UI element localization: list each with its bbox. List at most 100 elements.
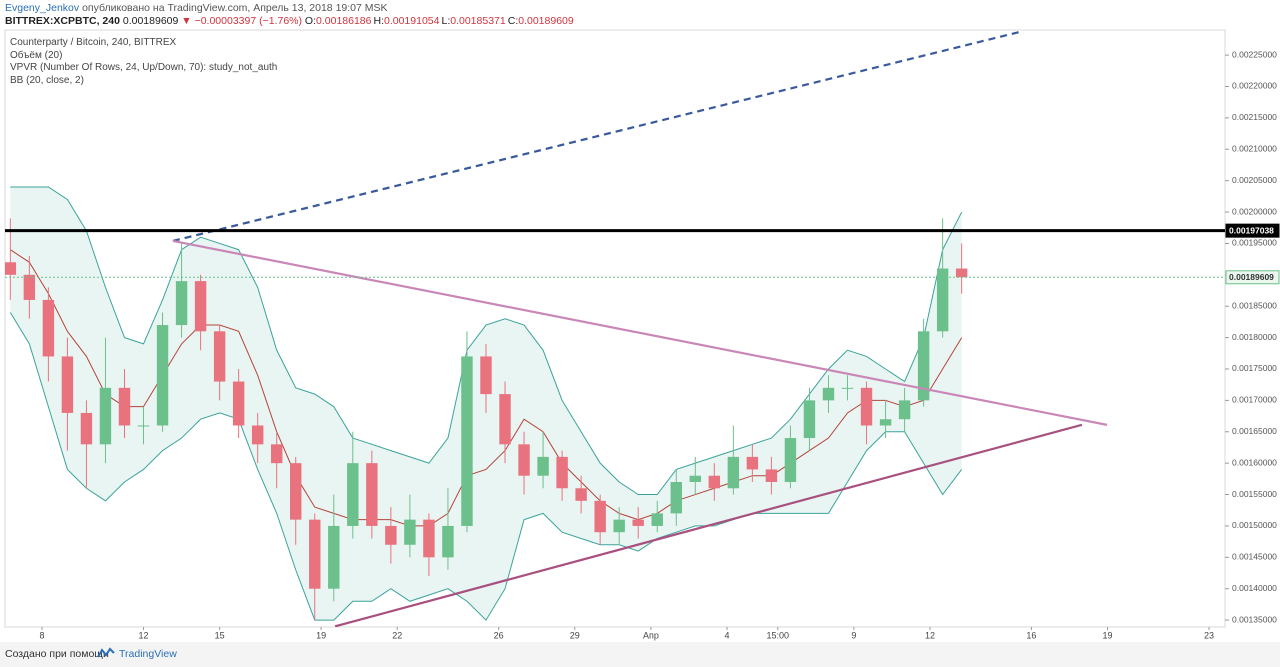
candle-body xyxy=(803,400,816,439)
candle-body xyxy=(575,488,587,501)
ohlc-value: 0.00191054 xyxy=(384,15,440,27)
y-tick-label: 0.00205000 xyxy=(1232,175,1277,185)
ohlc-key: H: xyxy=(373,15,385,27)
x-tick-label: 4 xyxy=(724,630,729,640)
candle-body xyxy=(23,274,36,300)
y-tick-label: 0.00175000 xyxy=(1232,363,1277,373)
bb-basis xyxy=(10,249,963,527)
candle-body xyxy=(499,394,511,445)
indicator-label: BB (20, close, 2) xyxy=(10,74,84,86)
y-tick-label: 0.00210000 xyxy=(1232,144,1277,154)
header-line: Evgeny_Jenkov опубликовано на TradingVie… xyxy=(5,2,388,14)
y-tick-label: 0.00165000 xyxy=(1232,426,1277,436)
candle-body xyxy=(232,381,245,426)
ohlc-key: L: xyxy=(441,15,451,27)
chart-legend: Counterparty / Bitcoin, 240, BITTREX Объ… xyxy=(10,37,277,87)
logo xyxy=(97,647,115,658)
symbol-line: BITTREX:XCPBTC, 240 0.00189609 ▼ −0.0000… xyxy=(5,15,576,27)
ohlc-value: 0.00189609 xyxy=(518,15,574,27)
price-label-box xyxy=(1225,270,1280,285)
candle-body xyxy=(689,475,702,482)
candle-body xyxy=(898,400,911,420)
bb-lower xyxy=(9,312,963,621)
candle-body xyxy=(42,299,55,357)
y-tick-label: 0.00220000 xyxy=(1232,81,1277,91)
y-tick-label: 0.00215000 xyxy=(1232,112,1277,122)
candle-body xyxy=(175,281,188,326)
candle-body xyxy=(651,513,663,526)
candle-body xyxy=(213,331,226,382)
y-tick-label: 0.00195000 xyxy=(1232,238,1277,248)
y-tick-label: 0.00170000 xyxy=(1232,395,1277,405)
candle-body xyxy=(309,519,321,589)
candle-body xyxy=(61,356,74,413)
candle-body xyxy=(461,356,473,526)
x-tick-label: 26 xyxy=(494,630,504,640)
ohlc-key: C: xyxy=(507,15,519,27)
candle-body xyxy=(5,262,17,275)
candle-body xyxy=(290,463,302,520)
candle-body xyxy=(879,419,892,426)
indicator-list: Объём (20) VPVR (Number Of Rows, 24, Up/D… xyxy=(10,50,277,88)
candle-body xyxy=(727,456,740,489)
candle-body xyxy=(746,456,759,470)
last-price: 0.00189609 xyxy=(122,15,179,27)
trendline xyxy=(172,30,1021,242)
candle-body xyxy=(347,463,359,526)
x-tick-label: 29 xyxy=(570,630,580,640)
candle-body xyxy=(194,281,207,332)
y-tick-label: 0.00225000 xyxy=(1232,49,1277,59)
x-tick-label: 19 xyxy=(1103,630,1113,640)
candle-body xyxy=(784,438,797,482)
price-label: 0.00189609 xyxy=(1229,272,1274,282)
candle-body xyxy=(613,519,625,533)
candle-body xyxy=(251,425,264,445)
trendline xyxy=(334,423,1083,627)
y-tick-label: 0.00135000 xyxy=(1232,614,1277,624)
author-link[interactable]: Evgeny_Jenkov xyxy=(5,2,80,14)
price-label-box xyxy=(1225,223,1280,238)
y-tick-label: 0.00180000 xyxy=(1232,332,1277,342)
candle-body xyxy=(670,481,682,514)
y-tick-label: 0.00145000 xyxy=(1232,552,1277,562)
candle-body xyxy=(423,519,435,558)
candle-body xyxy=(955,268,968,278)
candle-body xyxy=(537,456,549,476)
y-tick-label: 0.00155000 xyxy=(1232,489,1277,499)
price-label: 0.00197038 xyxy=(1229,225,1274,235)
footer-brand[interactable]: TradingView xyxy=(119,648,177,660)
candle-body xyxy=(385,525,397,545)
candle-body xyxy=(404,519,416,545)
candle-body xyxy=(137,425,150,427)
candle-body xyxy=(328,525,340,589)
candle-body xyxy=(708,475,721,489)
candle-body xyxy=(632,519,644,526)
x-tick-label: 23 xyxy=(1204,630,1214,640)
indicator-label: VPVR (Number Of Rows, 24, Up/Down, 70): … xyxy=(10,62,278,73)
candle-body xyxy=(822,387,835,401)
symbol: BITTREX:XCPBTC, 240 xyxy=(5,15,120,27)
candle-body xyxy=(118,387,131,426)
x-tick-label: Апр xyxy=(643,630,659,640)
ohlc-value: 0.00186186 xyxy=(316,15,372,27)
x-tick-label: 22 xyxy=(392,630,402,640)
ohlc: O:0.00186186 H:0.00191054 L:0.00185371 C:0.… xyxy=(305,15,576,27)
published-text: опубликовано на TradingView.com, Апрель … xyxy=(82,2,388,14)
chart-title: Counterparty / Bitcoin, 240, BITTREX xyxy=(10,37,177,48)
y-tick-label: 0.00140000 xyxy=(1232,583,1277,593)
candle-body xyxy=(156,325,169,426)
candle-body xyxy=(917,331,930,401)
footer-text: Создано при помощи xyxy=(5,648,109,660)
candle-body xyxy=(518,444,530,476)
candle-body xyxy=(594,500,606,533)
candle-body xyxy=(442,525,454,558)
trendline xyxy=(172,239,1108,426)
x-tick-label: 12 xyxy=(925,630,935,640)
candle-body xyxy=(841,387,854,389)
candle-body xyxy=(765,469,778,482)
candle-body xyxy=(270,444,283,464)
y-tick-label: 0.00150000 xyxy=(1232,520,1277,530)
